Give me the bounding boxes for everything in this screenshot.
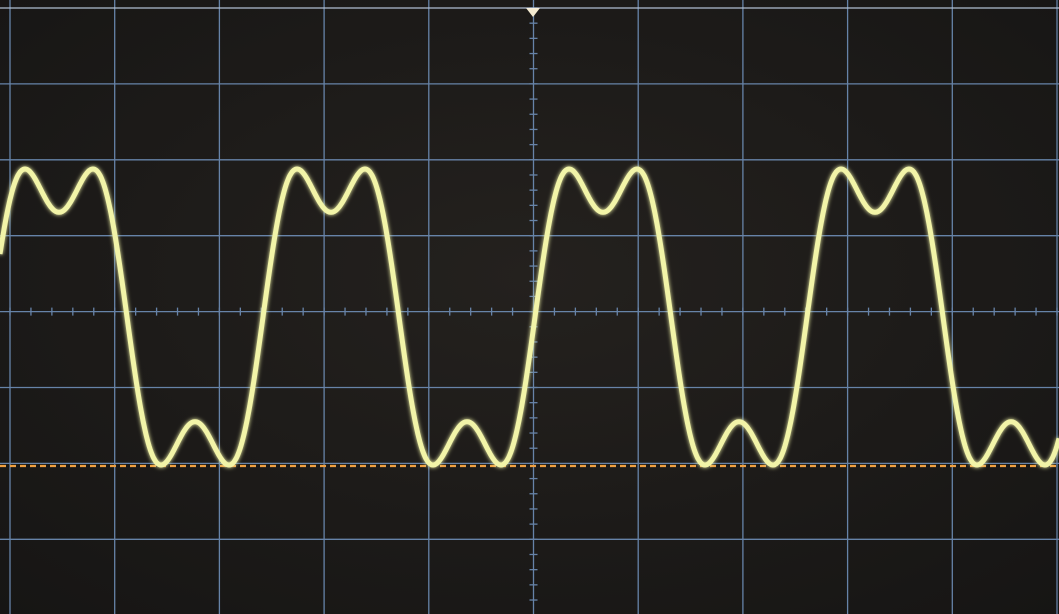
oscilloscope-screen: [0, 0, 1059, 614]
screen-background: [0, 0, 1059, 614]
page: (() => { const NS = 'http://www.w3.org/2…: [0, 0, 1059, 614]
